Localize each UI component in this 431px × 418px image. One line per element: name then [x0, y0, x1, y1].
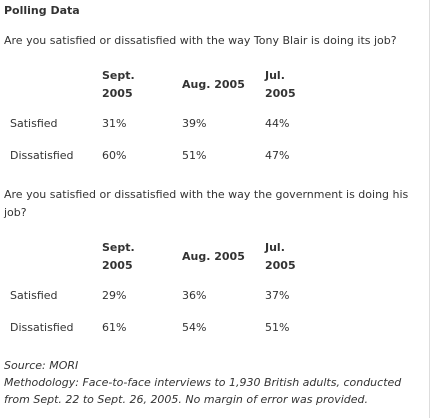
table-header-row: Sept. 2005 Aug. 2005 Jul. 2005 — [4, 62, 345, 108]
question-2: Are you satisfied or dissatisfied with t… — [4, 188, 409, 219]
header-jul-2005: Jul. 2005 — [265, 62, 345, 108]
header-blank — [4, 62, 102, 108]
header-label: Sept. 2005 — [102, 69, 135, 100]
cell-value: 61% — [102, 321, 127, 334]
cell-value: 36% — [182, 289, 207, 302]
cell-value: 29% — [102, 289, 127, 302]
poll-table-1: Sept. 2005 Aug. 2005 Jul. 2005 Satisfied… — [4, 62, 345, 172]
row-label: Dissatisfied — [10, 321, 74, 334]
table-row: Satisfied 29% 36% 37% — [4, 280, 345, 312]
row-label: Satisfied — [10, 289, 58, 302]
cell-value: 54% — [182, 321, 207, 334]
header-sept-2005: Sept. 2005 — [102, 62, 182, 108]
header-sept-2005: Sept. 2005 — [102, 234, 182, 280]
table-row: Dissatisfied 60% 51% 47% — [4, 140, 345, 172]
cell-value: 60% — [102, 149, 127, 162]
header-blank — [4, 234, 102, 280]
row-label: Satisfied — [10, 117, 58, 130]
cell-value: 31% — [102, 117, 127, 130]
table-row: Dissatisfied 61% 54% 51% — [4, 312, 345, 344]
header-label: Aug. 2005 — [182, 78, 245, 91]
header-label: Aug. 2005 — [182, 250, 245, 263]
cell-value: 37% — [265, 289, 290, 302]
header-jul-2005: Jul. 2005 — [265, 234, 345, 280]
header-aug-2005: Aug. 2005 — [182, 62, 265, 108]
header-label: Jul. 2005 — [265, 69, 296, 100]
cell-value: 47% — [265, 149, 290, 162]
cell-value: 44% — [265, 117, 290, 130]
table-row: Satisfied 31% 39% 44% — [4, 108, 345, 140]
source-note: Source: MORI — [4, 359, 79, 372]
cell-value: 51% — [265, 321, 290, 334]
header-aug-2005: Aug. 2005 — [182, 234, 265, 280]
row-label: Dissatisfied — [10, 149, 74, 162]
header-label: Jul. 2005 — [265, 241, 296, 272]
question-1: Are you satisfied or dissatisfied with t… — [4, 34, 397, 47]
cell-value: 39% — [182, 117, 207, 130]
page-title: Polling Data — [4, 4, 80, 17]
table-header-row: Sept. 2005 Aug. 2005 Jul. 2005 — [4, 234, 345, 280]
header-label: Sept. 2005 — [102, 241, 135, 272]
methodology-note: Methodology: Face-to-face interviews to … — [4, 376, 402, 406]
poll-table-2: Sept. 2005 Aug. 2005 Jul. 2005 Satisfied… — [4, 234, 345, 344]
cell-value: 51% — [182, 149, 207, 162]
